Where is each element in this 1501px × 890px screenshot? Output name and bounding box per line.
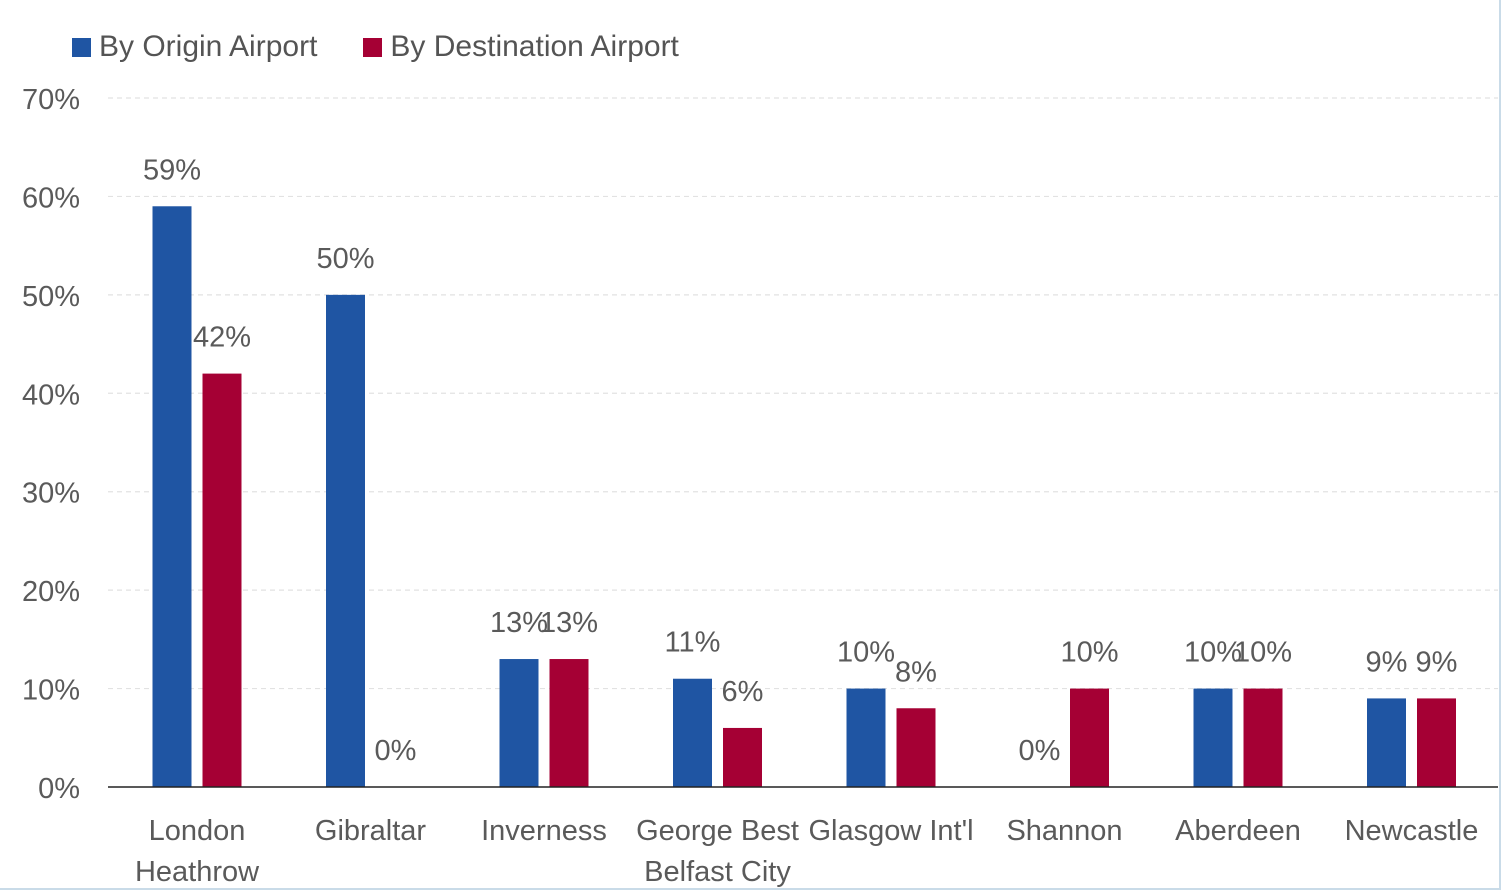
y-tick-label: 60% bbox=[22, 182, 80, 214]
legend-swatch-destination bbox=[363, 37, 383, 57]
legend-label-destination: By Destination Airport bbox=[390, 30, 679, 63]
bar bbox=[723, 727, 762, 787]
bar bbox=[202, 373, 242, 787]
x-tick-label: Glasgow Int'l bbox=[808, 815, 973, 847]
bar bbox=[1243, 688, 1283, 787]
data-label: 9% bbox=[1416, 646, 1458, 678]
data-label: 6% bbox=[722, 676, 764, 708]
bar bbox=[326, 294, 365, 787]
x-tick-label: Gibraltar bbox=[315, 815, 427, 847]
data-label: 8% bbox=[895, 656, 937, 688]
bar bbox=[673, 678, 712, 787]
x-tick-label: Newcastle bbox=[1345, 815, 1479, 847]
y-tick-label: 10% bbox=[22, 675, 80, 707]
bar bbox=[152, 206, 192, 787]
data-label: 13% bbox=[490, 607, 548, 639]
x-tick-label: London bbox=[149, 815, 246, 847]
y-tick-label: 70% bbox=[22, 84, 80, 116]
y-tick-label: 50% bbox=[22, 281, 80, 313]
bar bbox=[896, 708, 936, 787]
legend-label-origin: By Origin Airport bbox=[99, 30, 318, 63]
data-label: 42% bbox=[193, 322, 251, 354]
data-label: 10% bbox=[1234, 637, 1292, 669]
legend-swatch-origin bbox=[72, 37, 91, 57]
y-tick-label: 20% bbox=[22, 576, 80, 608]
data-label: 13% bbox=[540, 607, 598, 639]
data-label: 10% bbox=[1060, 637, 1118, 669]
x-tick-label: Heathrow bbox=[135, 856, 260, 888]
data-label: 0% bbox=[375, 735, 417, 767]
chart-legend: By Origin Airport By Destination Airport bbox=[72, 30, 679, 64]
bar bbox=[1367, 698, 1406, 787]
data-label: 10% bbox=[837, 637, 895, 669]
bar bbox=[1193, 688, 1233, 787]
bar bbox=[1070, 688, 1109, 787]
data-label: 9% bbox=[1366, 646, 1408, 678]
data-label: 50% bbox=[316, 243, 374, 275]
bar bbox=[499, 659, 539, 787]
data-label: 59% bbox=[143, 154, 201, 186]
x-tick-label: Belfast City bbox=[644, 856, 791, 888]
legend-item-origin: By Origin Airport bbox=[72, 30, 317, 64]
x-tick-label: Shannon bbox=[1006, 815, 1122, 847]
x-tick-label: George Best bbox=[636, 815, 799, 847]
y-tick-label: 40% bbox=[22, 379, 80, 411]
bar bbox=[846, 688, 886, 787]
data-label: 11% bbox=[665, 627, 721, 659]
bar bbox=[1417, 698, 1456, 787]
bar bbox=[549, 659, 589, 787]
x-tick-label: Aberdeen bbox=[1175, 815, 1301, 847]
y-tick-label: 0% bbox=[38, 773, 80, 805]
data-label: 10% bbox=[1184, 637, 1242, 669]
data-label: 0% bbox=[1019, 735, 1061, 767]
legend-item-destination: By Destination Airport bbox=[363, 30, 679, 64]
y-tick-label: 30% bbox=[22, 478, 80, 510]
x-tick-label: Inverness bbox=[481, 815, 607, 847]
